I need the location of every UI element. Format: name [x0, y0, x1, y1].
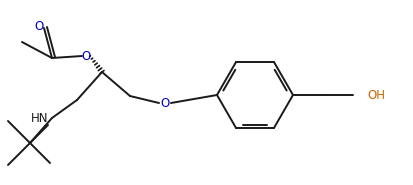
Text: O: O	[81, 50, 90, 63]
Text: OH: OH	[366, 88, 384, 102]
Text: O: O	[34, 19, 43, 33]
Text: O: O	[160, 97, 169, 110]
Text: HN: HN	[31, 112, 48, 125]
